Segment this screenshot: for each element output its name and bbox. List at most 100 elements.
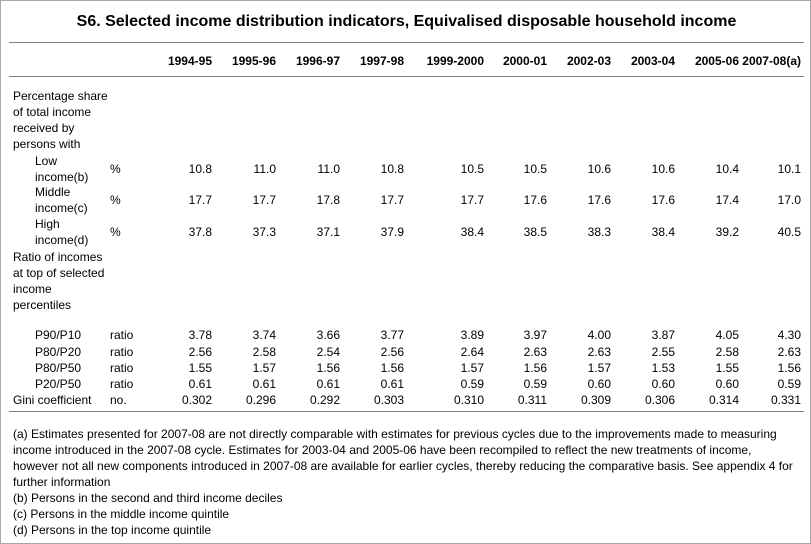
table-cell: 17.6 — [587, 193, 611, 207]
table-cell: 3.77 — [380, 328, 404, 342]
table-cell: 1.56 — [316, 361, 340, 375]
row-unit: no. — [110, 393, 127, 407]
table-cell: 3.66 — [316, 328, 340, 342]
row-label: Middle income(c) — [35, 185, 88, 215]
table-cell: 3.89 — [460, 328, 484, 342]
footnote-d: (d) Persons in the top income quintile — [13, 523, 212, 537]
table-cell: 3.74 — [252, 328, 276, 342]
table-cell: 0.61 — [380, 377, 404, 391]
table-cell: 0.306 — [644, 393, 675, 407]
table-cell: 1.55 — [715, 361, 739, 375]
table-cell: 38.5 — [523, 225, 547, 239]
row-unit: ratio — [110, 361, 134, 375]
column-header: 1997-98 — [359, 54, 404, 68]
header-divider — [9, 76, 804, 77]
table-cell: 10.6 — [587, 162, 611, 176]
row-unit: % — [110, 162, 121, 176]
row-label: Low income(b) — [35, 154, 89, 184]
row-label: P80/P50 — [35, 361, 82, 375]
table-cell: 0.302 — [181, 393, 212, 407]
table-cell: 17.8 — [316, 193, 340, 207]
table-cell: 17.6 — [523, 193, 547, 207]
table-cell: 2.63 — [523, 345, 547, 359]
table-cell: 0.61 — [316, 377, 340, 391]
table-cell: 0.60 — [587, 377, 611, 391]
footnote-c: (c) Persons in the middle income quintil… — [13, 507, 230, 521]
table-cell: 2.63 — [587, 345, 611, 359]
table-cell: 38.4 — [651, 225, 675, 239]
table-cell: 10.4 — [715, 162, 739, 176]
table-cell: 3.87 — [651, 328, 675, 342]
row-label: P20/P50 — [35, 377, 82, 391]
section-label-ratio: Ratio of incomes at top of selected inco… — [13, 250, 105, 312]
table-cell: 17.0 — [777, 193, 801, 207]
column-header: 2007-08(a) — [742, 54, 801, 68]
table-cell: 0.61 — [188, 377, 212, 391]
table-cell: 0.60 — [715, 377, 739, 391]
table-bottom-divider — [9, 411, 804, 412]
table-cell: 37.9 — [380, 225, 404, 239]
row-unit: % — [110, 225, 121, 239]
column-header: 1996-97 — [295, 54, 340, 68]
row-unit: ratio — [110, 328, 134, 342]
table-cell: 40.5 — [777, 225, 801, 239]
table-cell: 17.7 — [460, 193, 484, 207]
table-cell: 1.56 — [523, 361, 547, 375]
footnote-b: (b) Persons in the second and third inco… — [13, 491, 283, 505]
table-cell: 3.78 — [188, 328, 212, 342]
table-cell: 10.8 — [188, 162, 212, 176]
table-cell: 4.05 — [715, 328, 739, 342]
footnotes: (a) Estimates presented for 2007-08 are … — [13, 426, 798, 538]
table-cell: 0.314 — [708, 393, 739, 407]
column-header: 1995-96 — [231, 54, 276, 68]
table-cell: 1.56 — [380, 361, 404, 375]
table-cell: 4.30 — [777, 328, 801, 342]
table-cell: 17.7 — [188, 193, 212, 207]
table-cell: 0.59 — [460, 377, 484, 391]
title-divider — [9, 42, 804, 43]
column-header: 1999-2000 — [426, 54, 484, 68]
column-header: 2000-01 — [502, 54, 547, 68]
table-cell: 37.8 — [188, 225, 212, 239]
table-cell: 17.6 — [651, 193, 675, 207]
table-cell: 1.57 — [587, 361, 611, 375]
table-cell: 1.57 — [252, 361, 276, 375]
table-title: S6. Selected income distribution indicat… — [76, 13, 737, 30]
table-cell: 2.64 — [460, 345, 484, 359]
table-cell: 39.2 — [715, 225, 739, 239]
table-cell: 0.331 — [770, 393, 801, 407]
table-cell: 0.296 — [245, 393, 276, 407]
row-unit: ratio — [110, 345, 134, 359]
footnote-a: (a) Estimates presented for 2007-08 are … — [13, 427, 793, 489]
table-cell: 2.63 — [777, 345, 801, 359]
table-cell: 2.56 — [188, 345, 212, 359]
row-unit: % — [110, 193, 121, 207]
table-cell: 0.309 — [580, 393, 611, 407]
table-cell: 2.56 — [380, 345, 404, 359]
table-cell: 0.61 — [252, 377, 276, 391]
table-cell: 4.00 — [587, 328, 611, 342]
table-cell: 3.97 — [523, 328, 547, 342]
column-header: 2002-03 — [566, 54, 611, 68]
column-header: 1994-95 — [167, 54, 212, 68]
row-label: Gini coefficient — [13, 393, 92, 407]
table-cell: 17.4 — [715, 193, 739, 207]
table-cell: 2.54 — [316, 345, 340, 359]
table-cell: 0.311 — [517, 393, 547, 407]
table-cell: 38.4 — [460, 225, 484, 239]
table-cell: 0.310 — [453, 393, 484, 407]
table-cell: 38.3 — [587, 225, 611, 239]
table-cell: 2.58 — [252, 345, 276, 359]
table-cell: 10.6 — [651, 162, 675, 176]
row-label: P80/P20 — [35, 345, 82, 359]
table-cell: 1.53 — [651, 361, 675, 375]
table-cell: 2.58 — [715, 345, 739, 359]
table-cell: 11.0 — [317, 162, 340, 176]
section-label-share: Percentage share of total income receive… — [13, 89, 108, 151]
table-cell: 1.57 — [460, 361, 484, 375]
table-cell: 0.59 — [523, 377, 547, 391]
column-header: 2005-06 — [694, 54, 739, 68]
table-cell: 37.3 — [252, 225, 276, 239]
table-cell: 17.7 — [252, 193, 276, 207]
table-cell: 1.55 — [188, 361, 212, 375]
